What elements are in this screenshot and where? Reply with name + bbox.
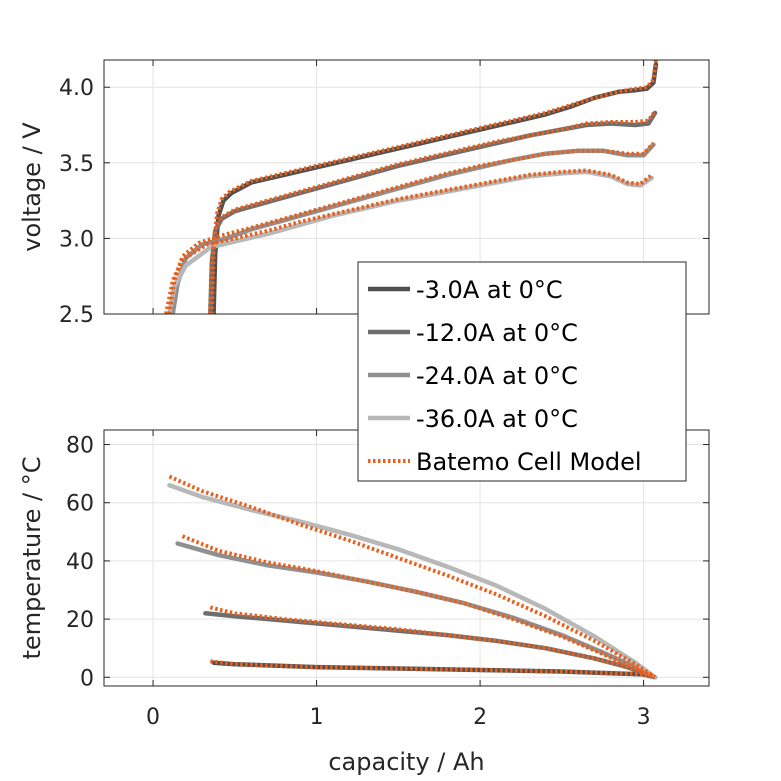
temperature-ytick-label-3: 60 xyxy=(66,492,94,517)
voltage-ytick-label-3: 4.0 xyxy=(59,76,94,101)
voltage-ytick-label-0: 2.5 xyxy=(59,303,94,328)
voltage-ytick-label-1: 3.0 xyxy=(59,227,94,252)
temperature-series-group xyxy=(167,474,658,680)
temperature-ytick-label-1: 20 xyxy=(66,608,94,633)
temperature-panel: 0 20 40 60 80 0 1 2 3 temperature / °C capacity / … xyxy=(18,429,710,776)
temperature-series-2-line xyxy=(175,541,658,680)
temperature-ytick-label-2: 40 xyxy=(66,550,94,575)
temperature-series-1-line xyxy=(203,611,658,680)
legend-label-3: -36.0A at 0°C xyxy=(416,405,578,433)
voltage-series-5-line xyxy=(209,60,658,314)
voltage-series-group xyxy=(164,60,659,314)
legend-box xyxy=(357,261,687,482)
voltage-series-7-line xyxy=(164,168,654,314)
temperature-xtick-label-2: 2 xyxy=(473,705,487,730)
voltage-series-4-line xyxy=(208,110,657,314)
temperature-ylabel: temperature / °C xyxy=(18,457,46,660)
voltage-ylabel: voltage / V xyxy=(18,122,46,252)
legend-label-1: -12.0A at 0°C xyxy=(416,319,578,347)
legend-label-4: Batemo Cell Model xyxy=(416,448,642,476)
temperature-series-0-line xyxy=(211,660,658,680)
temperature-series-3-line xyxy=(167,483,658,680)
voltage-series-3-line xyxy=(167,169,655,314)
temperature-xtick-label-1: 1 xyxy=(310,705,324,730)
voltage-series-6-line xyxy=(167,141,655,314)
voltage-ytick-label-2: 3.5 xyxy=(59,152,94,177)
temperature-ytick-label-0: 0 xyxy=(80,666,94,691)
temperature-xlabel: capacity / Ah xyxy=(328,748,484,776)
legend: -3.0A at 0°C -12.0A at 0°C -24.0A at 0°C -3… xyxy=(357,261,687,482)
temperature-xtick-label-3: 3 xyxy=(637,705,651,730)
temperature-series-6-line xyxy=(181,534,656,680)
legend-label-0: -3.0A at 0°C xyxy=(416,276,563,304)
temperature-xtick-label-0: 0 xyxy=(146,705,160,730)
temperature-ytick-label-4: 80 xyxy=(66,434,94,459)
legend-label-2: -24.0A at 0°C xyxy=(416,362,578,390)
